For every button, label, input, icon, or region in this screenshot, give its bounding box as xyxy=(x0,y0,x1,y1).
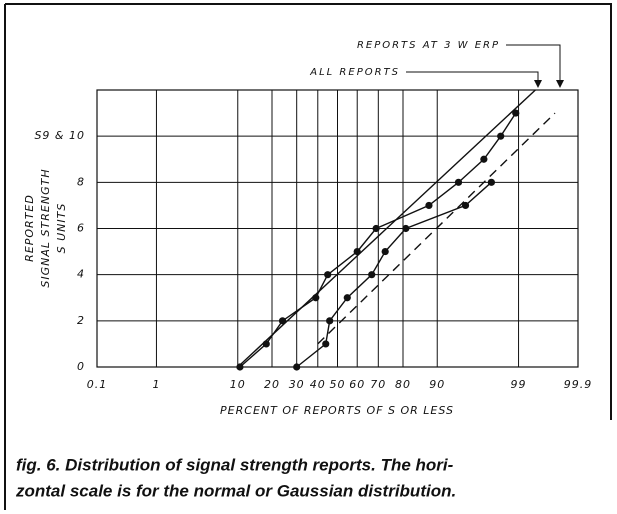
x-tick-label: 40 xyxy=(310,378,326,391)
x-tick-label: 70 xyxy=(370,378,386,391)
caption: zontal scale is for the normal or Gaussi… xyxy=(15,481,456,500)
data-point xyxy=(402,224,410,233)
data-point xyxy=(368,271,376,279)
data-point xyxy=(454,178,463,186)
y-tick-label: 4 xyxy=(77,268,85,281)
data-point xyxy=(326,317,334,325)
x-tick-label: 10 xyxy=(230,378,246,391)
x-tick-label: 80 xyxy=(395,378,411,391)
x-tick-label: 99.9 xyxy=(564,378,593,391)
x-tick-label: 1 xyxy=(152,378,160,391)
data-point xyxy=(512,109,520,117)
series-line xyxy=(239,112,517,368)
y-tick-label: S9 & 10 xyxy=(34,129,85,142)
annotation-arrow xyxy=(406,71,539,84)
data-point xyxy=(372,224,380,233)
arrow-head xyxy=(534,80,542,88)
data-point xyxy=(461,201,470,210)
data-point xyxy=(381,247,389,256)
fit-line xyxy=(317,112,556,345)
x-tick-label: 90 xyxy=(429,378,445,391)
x-axis-label: PERCENT OF REPORTS OF S OR LESS xyxy=(220,404,454,417)
data-point xyxy=(497,132,505,140)
x-tick-label: 0.1 xyxy=(87,378,108,391)
data-point xyxy=(343,294,351,302)
data-point xyxy=(480,155,488,163)
annotation: ALL REPORTS xyxy=(309,67,400,78)
arrow-head xyxy=(556,80,564,88)
data-point xyxy=(425,201,433,210)
data-point xyxy=(322,340,330,348)
caption: fig. 6. Distribution of signal strength … xyxy=(16,455,454,474)
data-point xyxy=(262,340,270,348)
x-tick-label: 30 xyxy=(289,378,305,391)
data-point xyxy=(293,363,301,371)
data-point xyxy=(312,294,320,302)
y-axis-label: REPORTED SIGNAL STRENGTH S UNITS xyxy=(23,168,68,287)
annotation-arrow xyxy=(506,44,561,84)
y-tick-label: 6 xyxy=(77,222,85,235)
y-tick-label: 2 xyxy=(77,314,85,327)
y-tick-label: 8 xyxy=(77,175,85,188)
data-point xyxy=(487,178,495,186)
y-axis-label-line: REPORTED xyxy=(23,194,36,262)
data-point xyxy=(324,271,332,279)
y-tick-label: 0 xyxy=(77,360,85,373)
x-tick-label: 50 xyxy=(330,378,346,391)
x-tick-label: 20 xyxy=(264,378,280,391)
fit-line xyxy=(237,89,536,368)
data-point xyxy=(353,247,361,256)
x-tick-label: 60 xyxy=(349,378,365,391)
data-point xyxy=(278,317,287,325)
y-axis-label-line: SIGNAL STRENGTH xyxy=(39,168,52,287)
data-point xyxy=(236,363,244,371)
annotation: REPORTS AT 3 W ERP xyxy=(357,40,500,51)
x-tick-label: 99 xyxy=(511,378,527,391)
y-axis-label-line: S UNITS xyxy=(55,203,68,254)
